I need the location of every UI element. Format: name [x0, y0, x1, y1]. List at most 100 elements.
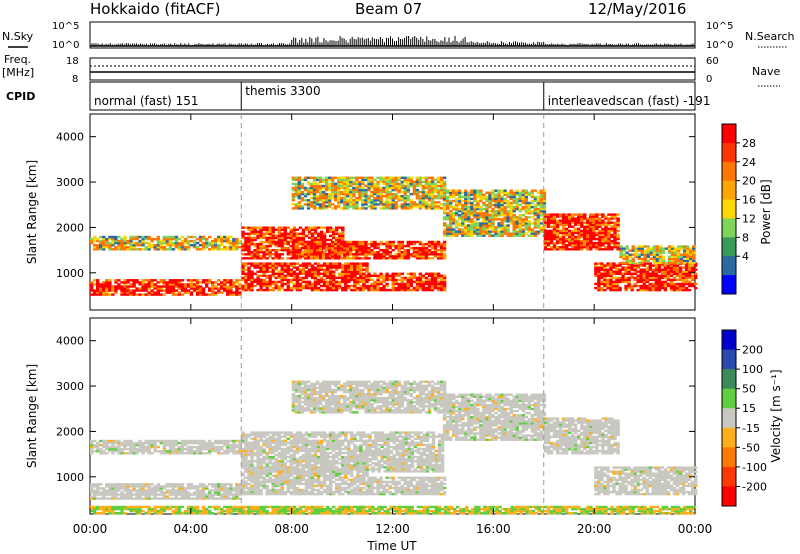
data-cell	[337, 178, 341, 182]
data-cell	[300, 190, 305, 194]
data-cell	[479, 199, 483, 203]
data-cell	[183, 491, 188, 494]
data-cell	[332, 230, 336, 233]
data-cell	[147, 283, 151, 286]
data-cell	[265, 268, 269, 271]
data-cell	[238, 293, 242, 296]
data-cell	[571, 229, 575, 233]
data-cell	[337, 186, 341, 190]
data-cell	[280, 284, 284, 288]
data-cell	[439, 284, 444, 288]
data-cell	[610, 215, 614, 218]
data-cell	[329, 234, 333, 238]
data-cell	[639, 288, 643, 292]
data-cell	[341, 272, 345, 275]
data-cell	[376, 278, 380, 282]
data-cell	[120, 485, 124, 488]
data-cell	[571, 225, 575, 228]
data-cell	[601, 213, 605, 216]
data-cell	[633, 282, 637, 286]
data-cell	[180, 239, 185, 243]
data-cell	[679, 253, 684, 256]
data-cell	[201, 497, 206, 500]
data-cell	[400, 199, 404, 202]
data-cell	[318, 186, 323, 190]
data-cell	[442, 288, 447, 292]
data-cell	[256, 274, 260, 277]
data-cell	[376, 251, 380, 254]
data-cell	[663, 264, 668, 267]
data-cell	[301, 280, 306, 284]
data-cell	[603, 284, 607, 288]
data-cell	[367, 178, 371, 182]
data-cell	[455, 224, 459, 227]
data-cell	[512, 199, 516, 203]
data-cell	[289, 257, 294, 260]
data-cell	[583, 225, 587, 228]
data-cell	[503, 216, 507, 219]
data-cell	[482, 218, 486, 221]
data-cell	[552, 227, 557, 231]
data-cell	[692, 257, 696, 260]
data-cell	[334, 186, 338, 190]
data-cell	[325, 288, 330, 292]
data-cell	[331, 186, 335, 190]
data-cell	[355, 199, 359, 202]
data-cell	[338, 272, 342, 275]
data-cell	[687, 280, 692, 284]
data-cell	[497, 222, 501, 225]
data-cell	[329, 272, 333, 275]
data-cell	[391, 282, 395, 286]
data-cell	[633, 264, 637, 267]
data-cell	[312, 205, 317, 208]
data-cell	[283, 230, 287, 233]
colorbar-swatch	[722, 256, 736, 276]
data-cell	[337, 188, 341, 192]
data-cell	[571, 235, 575, 239]
data-cell	[304, 262, 309, 265]
data-cell	[636, 264, 640, 267]
data-cell	[165, 287, 169, 290]
data-cell	[214, 237, 218, 241]
data-cell	[595, 244, 599, 247]
data-cell	[524, 203, 528, 207]
data-cell	[445, 234, 450, 237]
data-cell	[303, 176, 308, 179]
data-cell	[259, 264, 263, 267]
data-cell	[509, 205, 513, 209]
data-cell	[598, 237, 602, 241]
data-cell	[309, 242, 314, 246]
data-cell	[198, 493, 203, 496]
data-cell	[120, 248, 124, 251]
data-cell	[415, 184, 420, 188]
data-cell	[624, 288, 628, 292]
data-cell	[328, 178, 332, 182]
data-cell	[592, 237, 596, 241]
data-cell	[217, 289, 221, 292]
data-cell	[539, 205, 544, 209]
data-cell	[277, 228, 281, 231]
data-cell	[332, 236, 336, 240]
data-cell	[111, 235, 115, 239]
data-cell	[277, 280, 281, 284]
data-cell	[524, 195, 528, 199]
data-cell	[682, 253, 687, 256]
data-cell	[491, 224, 495, 227]
data-cell	[280, 232, 284, 235]
data-cell	[307, 284, 312, 288]
data-cell	[391, 272, 395, 275]
data-cell	[201, 489, 206, 492]
data-cell	[120, 237, 124, 241]
data-cell	[370, 242, 374, 246]
data-cell	[597, 288, 601, 292]
data-cell	[574, 241, 578, 245]
data-cell	[470, 212, 474, 215]
data-cell	[595, 233, 599, 237]
data-cell	[307, 274, 312, 277]
data-cell	[691, 268, 695, 271]
data-cell	[235, 239, 239, 243]
data-cell	[341, 264, 345, 267]
data-cell	[171, 489, 176, 492]
data-cell	[150, 493, 154, 496]
